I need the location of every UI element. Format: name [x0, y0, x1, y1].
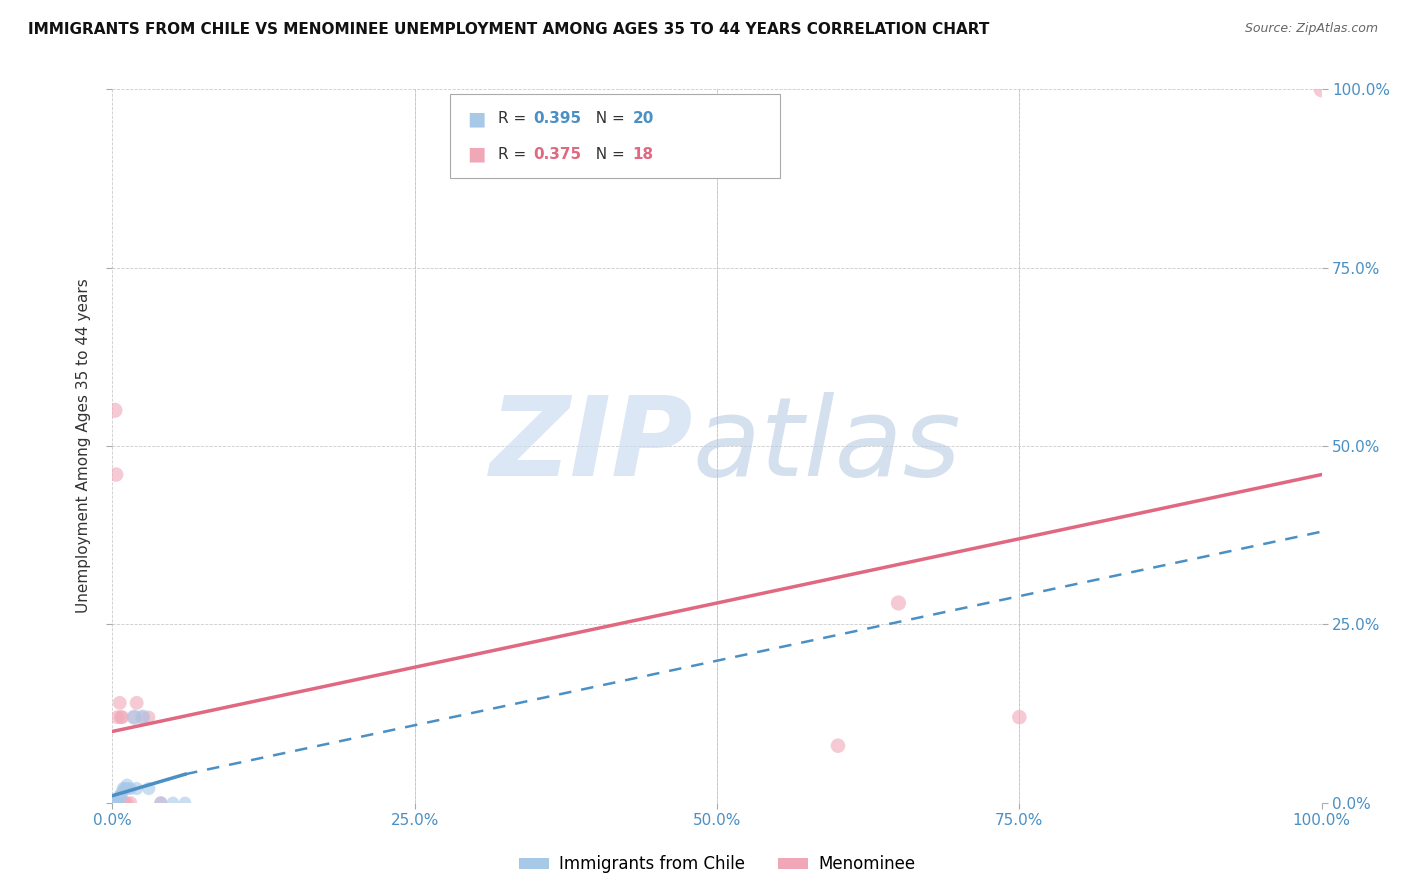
- Point: [112, 781, 135, 796]
- Point: [111, 785, 134, 799]
- Point: [105, 467, 128, 482]
- Text: Source: ZipAtlas.com: Source: ZipAtlas.com: [1244, 22, 1378, 36]
- Point: [111, 710, 134, 724]
- Point: [1008, 710, 1031, 724]
- Text: 0.395: 0.395: [533, 112, 581, 126]
- Point: [149, 796, 172, 810]
- Point: [114, 796, 136, 810]
- Point: [107, 796, 129, 810]
- Text: 20: 20: [633, 112, 654, 126]
- Y-axis label: Unemployment Among Ages 35 to 44 years: Unemployment Among Ages 35 to 44 years: [76, 278, 91, 614]
- Point: [114, 781, 136, 796]
- Text: N =: N =: [586, 147, 630, 161]
- Text: 18: 18: [633, 147, 654, 161]
- Point: [122, 710, 145, 724]
- Text: atlas: atlas: [693, 392, 962, 500]
- Point: [117, 781, 139, 796]
- Text: ■: ■: [467, 145, 485, 164]
- Point: [104, 796, 127, 810]
- Text: ■: ■: [467, 109, 485, 128]
- Point: [110, 710, 132, 724]
- Point: [105, 796, 128, 810]
- Point: [122, 710, 145, 724]
- Text: IMMIGRANTS FROM CHILE VS MENOMINEE UNEMPLOYMENT AMONG AGES 35 TO 44 YEARS CORREL: IMMIGRANTS FROM CHILE VS MENOMINEE UNEMP…: [28, 22, 990, 37]
- Point: [162, 796, 184, 810]
- Point: [114, 781, 136, 796]
- Point: [1310, 82, 1333, 96]
- Point: [108, 789, 131, 803]
- Point: [132, 710, 155, 724]
- Point: [138, 710, 160, 724]
- Point: [120, 796, 142, 810]
- Point: [108, 696, 131, 710]
- Point: [125, 781, 148, 796]
- Point: [115, 778, 138, 792]
- Point: [110, 789, 132, 803]
- Text: ZIP: ZIP: [489, 392, 693, 500]
- Point: [887, 596, 910, 610]
- Text: R =: R =: [498, 112, 531, 126]
- Point: [138, 781, 160, 796]
- Point: [149, 796, 172, 810]
- Point: [827, 739, 849, 753]
- Point: [115, 796, 138, 810]
- Point: [104, 403, 127, 417]
- Text: N =: N =: [586, 112, 630, 126]
- Point: [105, 796, 128, 810]
- Point: [105, 710, 128, 724]
- Text: R =: R =: [498, 147, 531, 161]
- Legend: Immigrants from Chile, Menominee: Immigrants from Chile, Menominee: [512, 849, 922, 880]
- Point: [125, 696, 148, 710]
- Point: [132, 710, 155, 724]
- Point: [120, 781, 142, 796]
- Text: 0.375: 0.375: [533, 147, 581, 161]
- Point: [174, 796, 197, 810]
